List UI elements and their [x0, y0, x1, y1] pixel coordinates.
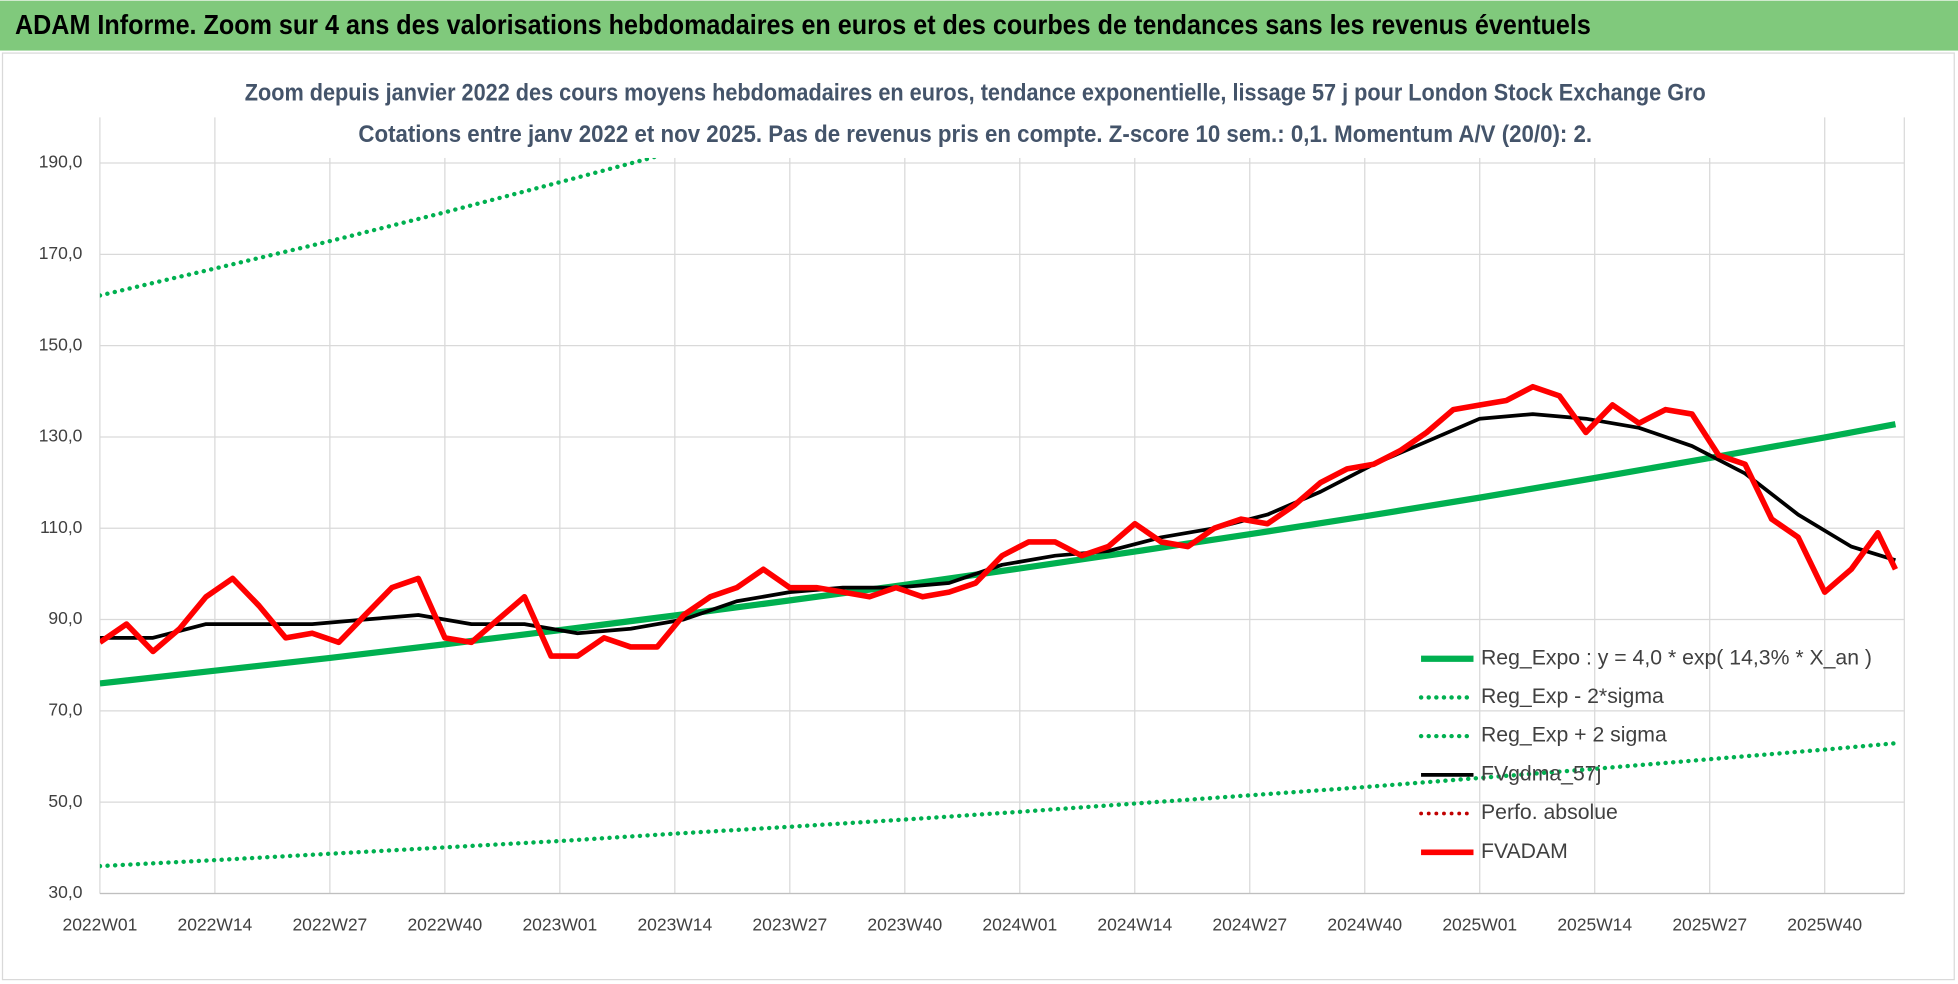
x-tick-label: 2023W01 — [522, 915, 597, 935]
legend-label: Reg_Expo : y = 4,0 * exp( 14,3% * X_an ) — [1481, 646, 1872, 669]
legend-label: FVADAM — [1481, 840, 1568, 863]
series-line — [99, 383, 1898, 659]
series-line — [99, 412, 1896, 640]
legend-label: Reg_Exp - 2*sigma — [1481, 685, 1664, 708]
y-tick-label: 110,0 — [40, 517, 83, 537]
chart-frame — [1, 52, 1955, 981]
y-tick-label: 90,0 — [48, 608, 82, 628]
x-tick-label: 2025W01 — [1442, 915, 1517, 935]
legend-label: FVgdma_57j — [1481, 762, 1601, 785]
x-tick-label: 2024W01 — [982, 915, 1057, 935]
y-tick-label: 190,0 — [39, 152, 83, 172]
y-tick-label: 170,0 — [39, 243, 83, 263]
header-title: ADAM Informe. Zoom sur 4 ans des valoris… — [15, 9, 1591, 40]
y-tick-label: 30,0 — [48, 882, 82, 902]
chart-title: Zoom depuis janvier 2022 des cours moyen… — [245, 81, 1706, 107]
x-tick-label: 2022W01 — [63, 915, 138, 935]
series-line — [99, 741, 1898, 869]
x-tick-label: 2022W27 — [292, 915, 367, 935]
header-bar — [0, 0, 1958, 51]
y-tick-label: 50,0 — [48, 791, 82, 811]
y-tick-label: 150,0 — [39, 334, 83, 354]
x-tick-label: 2025W27 — [1672, 915, 1747, 935]
legend-label: Perfo. absolue — [1481, 801, 1618, 824]
y-tick-label: 130,0 — [39, 426, 83, 446]
legend-label: Reg_Exp + 2 sigma — [1481, 724, 1667, 747]
y-tick-label: 70,0 — [48, 699, 82, 719]
x-tick-label: 2023W14 — [637, 915, 712, 935]
x-tick-label: 2023W40 — [867, 915, 942, 935]
x-tick-label: 2024W14 — [1097, 915, 1172, 935]
x-tick-label: 2022W14 — [177, 915, 252, 935]
x-tick-label: 2025W14 — [1557, 915, 1632, 935]
x-tick-label: 2024W40 — [1327, 915, 1402, 935]
title-background — [237, 73, 1711, 158]
x-tick-label: 2022W40 — [407, 915, 482, 935]
x-tick-label: 2024W27 — [1212, 915, 1287, 935]
series-line — [99, 421, 1897, 687]
x-tick-label: 2023W27 — [752, 915, 827, 935]
chart-subtitle: Cotations entre janv 2022 et nov 2025. P… — [358, 122, 1592, 148]
x-tick-label: 2025W40 — [1787, 915, 1862, 935]
